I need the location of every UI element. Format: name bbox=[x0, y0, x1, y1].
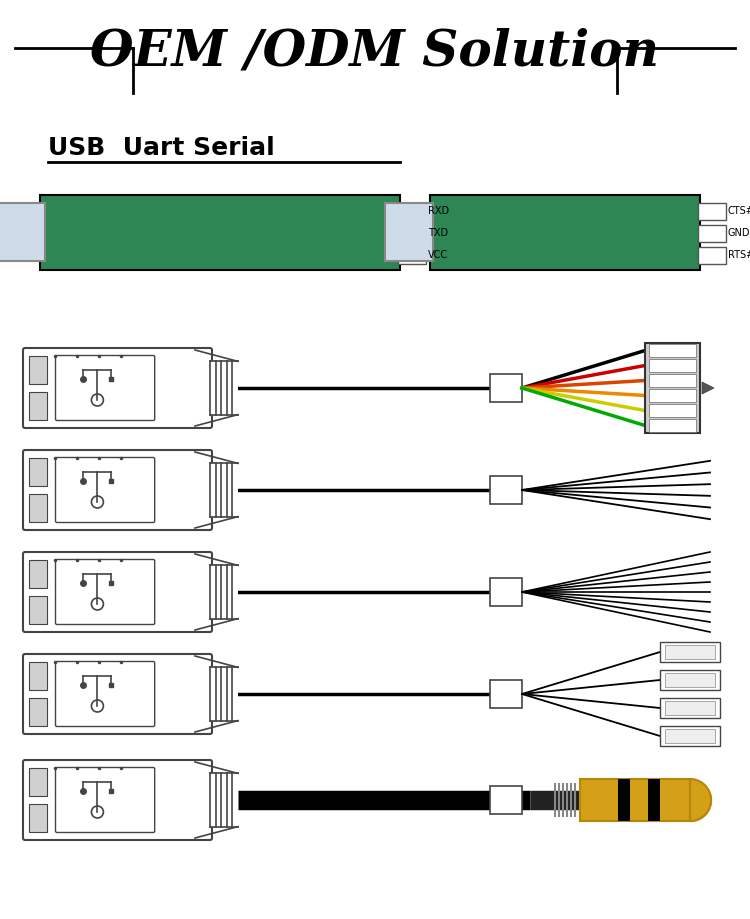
Bar bbox=[29, 356, 47, 384]
Bar bbox=[490, 680, 522, 708]
Bar bbox=[698, 247, 726, 264]
Text: GND: GND bbox=[728, 229, 750, 239]
Bar bbox=[490, 374, 522, 402]
FancyBboxPatch shape bbox=[56, 560, 154, 625]
Text: USB  Uart Serial: USB Uart Serial bbox=[48, 136, 274, 160]
Bar bbox=[649, 389, 696, 402]
Bar bbox=[490, 476, 522, 504]
Bar bbox=[660, 642, 720, 662]
Bar bbox=[29, 698, 47, 726]
Bar bbox=[398, 203, 426, 220]
Bar bbox=[618, 779, 630, 821]
Bar bbox=[645, 343, 700, 433]
FancyBboxPatch shape bbox=[23, 654, 212, 734]
Bar bbox=[660, 726, 720, 746]
Bar bbox=[665, 729, 715, 743]
Bar bbox=[398, 225, 426, 242]
Bar bbox=[430, 195, 700, 270]
Bar bbox=[29, 494, 47, 522]
Bar bbox=[385, 203, 433, 261]
Bar bbox=[580, 779, 690, 821]
Bar bbox=[210, 361, 238, 414]
Bar bbox=[665, 645, 715, 659]
Bar bbox=[210, 667, 238, 720]
Bar bbox=[649, 374, 696, 387]
Bar bbox=[490, 786, 522, 814]
Bar bbox=[665, 701, 715, 715]
Bar bbox=[398, 247, 426, 264]
Bar bbox=[649, 404, 696, 417]
FancyBboxPatch shape bbox=[23, 760, 212, 840]
Bar bbox=[648, 779, 660, 821]
Bar bbox=[0, 203, 45, 261]
Bar bbox=[29, 458, 47, 486]
Bar bbox=[29, 804, 47, 832]
Polygon shape bbox=[702, 382, 714, 394]
FancyBboxPatch shape bbox=[56, 662, 154, 727]
Text: OEM /ODM Solution: OEM /ODM Solution bbox=[91, 28, 659, 76]
Bar bbox=[490, 578, 522, 606]
FancyBboxPatch shape bbox=[56, 767, 154, 833]
FancyBboxPatch shape bbox=[23, 552, 212, 632]
Bar bbox=[698, 225, 726, 242]
FancyBboxPatch shape bbox=[23, 450, 212, 530]
Text: CTS#: CTS# bbox=[728, 207, 750, 217]
Bar bbox=[29, 662, 47, 690]
Text: RTS#: RTS# bbox=[728, 251, 750, 260]
Bar bbox=[649, 359, 696, 372]
Bar bbox=[29, 596, 47, 624]
Bar bbox=[660, 698, 720, 718]
Bar bbox=[649, 419, 696, 432]
Bar bbox=[210, 463, 238, 516]
Text: VCC: VCC bbox=[428, 251, 448, 260]
Bar bbox=[29, 768, 47, 796]
Bar bbox=[210, 565, 238, 618]
Bar bbox=[660, 670, 720, 690]
Bar bbox=[665, 673, 715, 687]
Bar bbox=[40, 195, 400, 270]
Bar bbox=[649, 344, 696, 357]
FancyBboxPatch shape bbox=[56, 356, 154, 421]
FancyBboxPatch shape bbox=[56, 458, 154, 523]
Bar bbox=[698, 203, 726, 220]
Bar bbox=[29, 392, 47, 420]
Text: TXD: TXD bbox=[428, 229, 448, 239]
Bar bbox=[210, 774, 238, 826]
Text: RXD: RXD bbox=[428, 207, 449, 217]
FancyBboxPatch shape bbox=[23, 348, 212, 428]
Bar bbox=[29, 560, 47, 588]
